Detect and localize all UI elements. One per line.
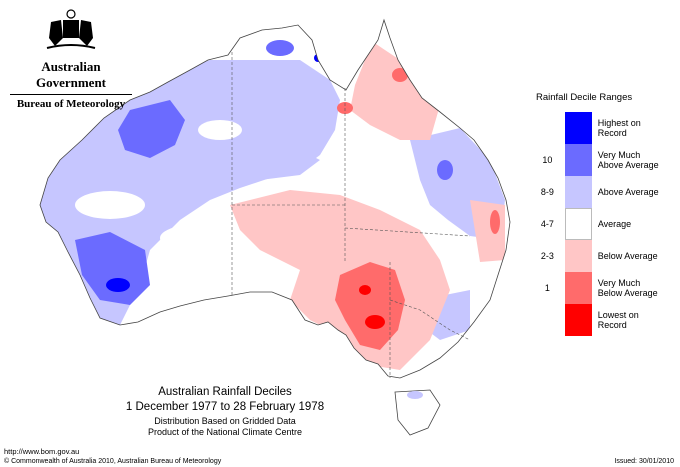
legend-item-label-line1: Above Average (597, 187, 659, 197)
very-much-below-qld (392, 68, 408, 82)
legend-item-swatch (564, 112, 592, 144)
average-patch-3 (198, 120, 242, 140)
legend-item-label-line1: Below Average (597, 251, 658, 261)
legend-item-label: Average (592, 219, 675, 229)
highest-on-record-patch (106, 278, 130, 292)
legend-item: 2-3 Below Average (530, 240, 675, 272)
legend-item-label: Very Much Above Average (592, 150, 675, 170)
very-much-below-sa (335, 262, 405, 350)
legend-item-code: 4-7 (540, 219, 554, 229)
very-much-above-qld (437, 160, 453, 180)
legend-item-swatch (564, 272, 592, 304)
logo-divider (10, 94, 132, 95)
very-much-above-southwest (75, 232, 150, 305)
legend-item-swatch (564, 240, 592, 272)
lowest-on-record-patch (365, 315, 385, 329)
legend-title: Rainfall Decile Ranges (536, 92, 633, 103)
legend-item-label-line1: Very Much (597, 278, 641, 288)
decile-legend: Rainfall Decile Ranges Highest on Record 1… (530, 92, 675, 336)
legend-item-code: 1 (544, 283, 550, 293)
highest-on-record-north (314, 54, 322, 62)
legend-item-swatch (564, 176, 592, 208)
legend-item: 1 Very Much Below Average (530, 272, 675, 304)
org-name: Australian Government (35, 59, 107, 90)
tasmania-above-average (407, 391, 423, 399)
legend-item-swatch (564, 208, 592, 240)
legend-item-code: 2-3 (540, 251, 554, 261)
caption-line1: Distribution Based on Gridded Data (154, 416, 296, 426)
average-patch-2 (160, 224, 240, 252)
footer-url[interactable]: http://www.bom.gov.au (4, 447, 80, 456)
government-logo: Australian Government Bureau of Meteorol… (6, 8, 136, 110)
below-average-cape-york (350, 40, 440, 140)
legend-item-code: 10 (542, 155, 553, 165)
legend-item: 8-9 Above Average (530, 176, 675, 208)
legend-item-label-line2: Record (597, 320, 627, 330)
map-caption: Australian Rainfall Deciles 1 December 1… (100, 386, 350, 438)
footer-copyright: © Commonwealth of Australia 2010, Austra… (4, 458, 222, 465)
coat-of-arms-icon (46, 9, 96, 49)
legend-item: 4-7 Average (530, 208, 675, 240)
legend-item-code: 8-9 (540, 187, 554, 197)
legend-item-label: Highest on Record (592, 118, 675, 138)
legend-item-label-line2: Above Average (597, 160, 659, 170)
legend-item-label: Lowest on Record (592, 310, 675, 330)
legend-item: Highest on Record (530, 112, 675, 144)
caption-title: Australian Rainfall Deciles (158, 386, 292, 398)
legend-item-label-line1: Average (597, 219, 632, 229)
legend-item: 10 Very Much Above Average (530, 144, 675, 176)
caption-dates: 1 December 1977 to 28 February 1978 (125, 401, 325, 413)
legend-item: Lowest on Record (530, 304, 675, 336)
decile-regions (40, 40, 505, 370)
average-patch-4 (142, 285, 178, 305)
average-patch-1 (75, 191, 145, 219)
tasmania (394, 389, 441, 436)
legend-rows: Highest on Record 10 Very Much Above Average… (530, 112, 675, 336)
very-much-above-pilbara (118, 100, 185, 158)
footer-issued-date: Issued: 30/01/2010 (614, 458, 674, 465)
lowest-on-record-patch-2 (359, 285, 371, 295)
legend-item-label-line1: Very Much (597, 150, 641, 160)
legend-item-label-line1: Lowest on (597, 310, 639, 320)
caption-line2: Product of the National Climate Centre (147, 427, 303, 437)
very-much-below-coast (490, 210, 500, 234)
very-much-above-north (266, 40, 294, 56)
legend-item-label: Above Average (592, 187, 675, 197)
state-borders (231, 52, 471, 378)
bureau-name: Bureau of Meteorology (16, 98, 126, 110)
legend-item-label-line2: Below Average (597, 288, 658, 298)
legend-item-swatch (564, 304, 592, 336)
above-average-region-central (250, 145, 320, 180)
legend-item-label: Very Much Below Average (592, 278, 675, 298)
legend-item-label: Below Average (592, 251, 675, 261)
legend-item-swatch (564, 144, 592, 176)
legend-item-label-line1: Highest on (597, 118, 641, 128)
legend-item-label-line2: Record (597, 128, 627, 138)
